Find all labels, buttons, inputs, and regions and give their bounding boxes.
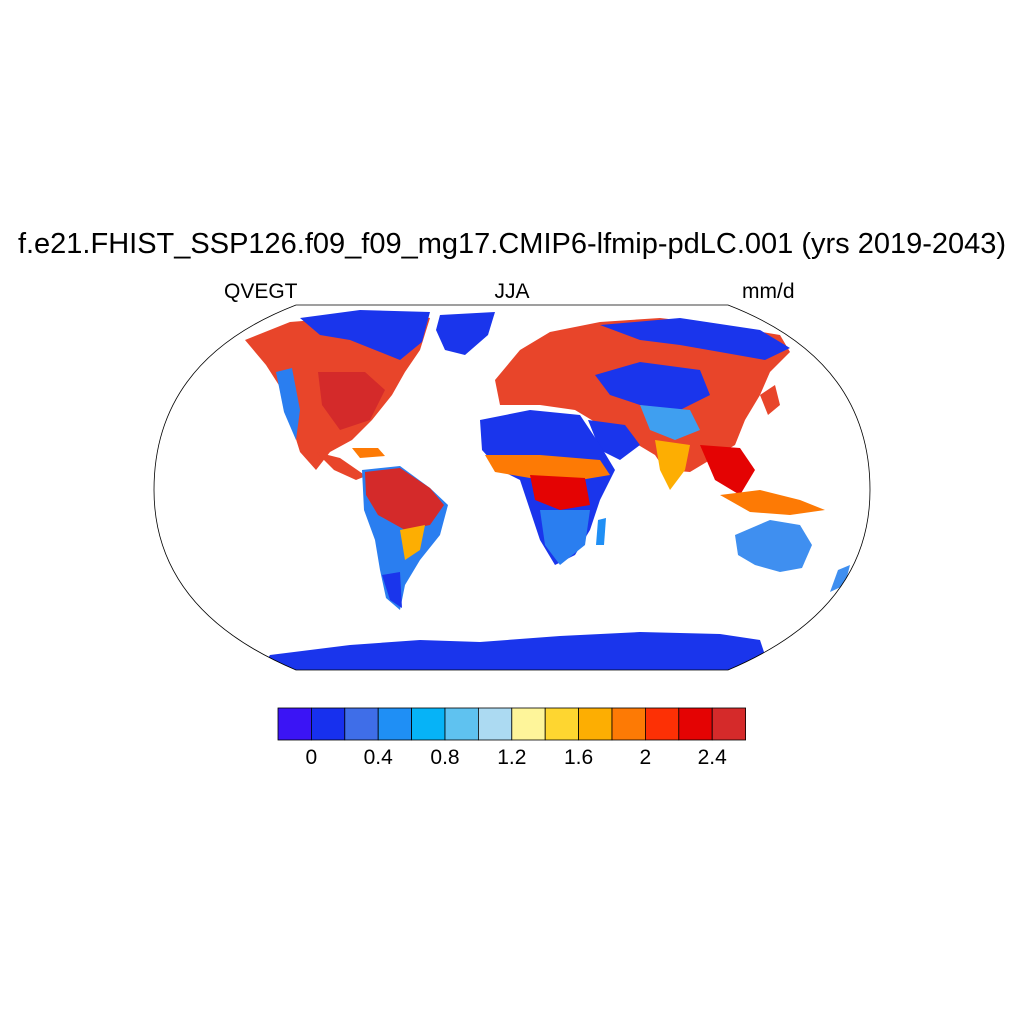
southeast-asia	[700, 445, 755, 495]
colorbar-swatch	[444, 707, 479, 741]
south-america-south-blue	[382, 572, 402, 608]
asia-light-blue	[640, 405, 700, 440]
colorbar-swatch	[277, 707, 312, 741]
caribbean	[352, 448, 385, 458]
africa-sahel	[485, 455, 610, 480]
colorbar-tick-label: 0.4	[363, 746, 393, 769]
new-zealand	[830, 565, 850, 592]
colorbar-swatch	[377, 707, 413, 741]
japan	[760, 385, 780, 415]
colorbar-swatch	[578, 707, 613, 741]
figure-title: f.e21.FHIST_SSP126.f09_f09_mg17.CMIP6-lf…	[17, 228, 1007, 260]
central-america	[316, 452, 366, 480]
colorbar-swatch	[310, 707, 346, 741]
north-america-north-blue	[300, 310, 430, 360]
colorbar-swatch	[544, 707, 580, 741]
madagascar	[596, 518, 606, 545]
map-outline	[153, 304, 871, 671]
colorbar-tick-label: 0	[305, 746, 318, 769]
colorbar-tick-label: 2	[639, 746, 652, 769]
south-america-orange	[400, 525, 425, 560]
colorbar	[277, 707, 747, 741]
australia	[735, 520, 812, 572]
season-label: JJA	[494, 280, 530, 303]
colorbar-swatch	[477, 707, 513, 741]
colorbar-tick-label: 1.2	[497, 746, 527, 769]
colorbar-swatch	[711, 707, 747, 741]
colorbar-swatch	[344, 707, 379, 741]
colorbar-tick-label: 2.4	[697, 746, 727, 769]
india	[655, 440, 690, 490]
antarctica	[260, 632, 770, 670]
central-asia-blue	[595, 362, 710, 410]
colorbar-tick-label: 0.8	[430, 746, 460, 769]
colorbar-swatch	[511, 707, 546, 741]
colorbar-swatch	[611, 707, 646, 741]
siberia-blue	[600, 318, 790, 360]
colorbar-swatch	[645, 707, 680, 741]
variable-label: QVEGT	[224, 280, 298, 303]
south-america-amazon	[365, 468, 444, 530]
greenland	[436, 312, 495, 355]
colorbar-swatch	[411, 707, 446, 741]
units-label: mm/d	[742, 280, 795, 303]
colorbar-swatch	[678, 707, 713, 741]
africa-south	[540, 510, 590, 565]
land-fields	[245, 310, 850, 670]
north-america-dark-red	[318, 372, 385, 430]
indonesia	[720, 490, 825, 515]
africa-congo	[530, 475, 590, 510]
north-america-west-blue	[276, 368, 300, 440]
colorbar-tick-label: 1.6	[563, 746, 594, 769]
